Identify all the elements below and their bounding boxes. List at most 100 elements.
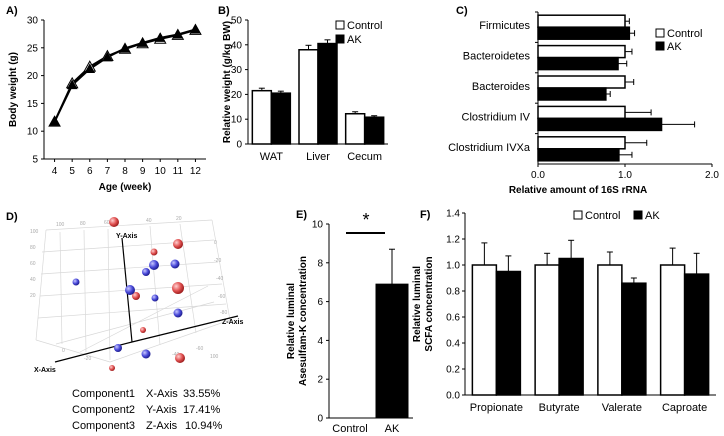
f-y-tick-label: 1.2 [446,235,460,246]
c-bar-control [537,14,626,28]
panel-d-pca-3d-plot: Y-Axis X-Axis Z-Axis 100 80 60 40 20 0 -… [30,216,244,432]
f-y-tick-label: 0.2 [446,365,460,376]
pca-point-blue [141,349,151,359]
pca-tick-label: -60 [196,346,203,352]
pca-component-1-value: 33.55% [183,388,221,400]
c-x-tick-label: 0.0 [531,170,545,181]
pca-component-2-axis: Y-Axis [146,404,177,416]
f-bar-ak [558,257,584,396]
b-y-tick-label: 10 [231,115,243,126]
f-category-label: Valerate [602,402,642,414]
b-category-label: WAT [260,151,283,163]
e-y-tick-label: 0 [317,414,323,425]
e-y-tick-label: 6 [317,297,323,308]
c-bar-ak [537,117,663,132]
f-y-tick-label: 1.4 [446,209,460,220]
a-x-tick-label: 4 [52,166,58,177]
a-point-ak [84,63,96,74]
pca-point-blue [142,268,150,276]
pca-point-red [172,282,184,294]
pca-component-3-label: Component3 [72,420,135,432]
a-point-ak [66,79,78,90]
e-bar-ak [375,283,409,419]
pca-point-blue [114,344,122,352]
c-bar-ak [537,56,619,71]
pca-point-blue [125,285,135,295]
pca-component-3-axis: Z-Axis [146,420,178,432]
pca-point-red [173,239,183,249]
f-category-label: Propionate [470,402,523,414]
a-y-tick-label: 15 [27,99,39,110]
pca-tick-label: 20 [176,216,182,222]
panel-e-acesulfame-chart: 0 2 4 6 8 10 Relative luminal Asesulfam-K conce… [286,210,413,435]
pca-point-red [109,217,119,227]
b-bar-ak [363,116,385,145]
b-y-tick-label: 30 [231,65,243,76]
f-y-tick-label: 0.6 [446,313,460,324]
e-y-axis-title-line-2: Asesulfam-K concentration [298,256,309,386]
f-bar-ak [495,270,522,396]
legend-label: AK [667,41,682,53]
e-category-label: Control [332,423,367,435]
pca-tick-label: 60 [30,261,36,267]
panel-label-f: F) [420,209,431,221]
pca-point-red [109,365,115,371]
pca-point-red [150,248,158,256]
legend-label: AK [645,210,660,222]
a-point-ak [154,32,166,42]
a-x-axis-title: Age (week) [99,182,152,193]
a-point-ak [137,37,148,47]
pca-tick-label: 80 [30,245,36,251]
b-y-tick-label: 0 [236,140,242,151]
legend-swatch [335,20,345,30]
e-category-label: AK [385,423,400,435]
pca-points [72,217,185,371]
f-bar-control [534,264,560,396]
pca-tick-labels: 100 80 60 40 20 0 -20 -40 -60 -80 100 80… [30,216,227,362]
c-category-label: Bacteroides [472,81,531,93]
legend-label: Control [347,20,382,32]
a-point-ak [102,51,113,62]
a-x-tick-label: 6 [87,166,93,177]
c-category-label: Clostridium IV [462,111,531,123]
panel-label-a: A) [6,5,18,17]
e-y-tick-label: 8 [317,258,323,269]
e-significance-star: * [362,210,369,230]
a-y-tick-label: 5 [32,155,38,166]
pca-tick-label: 0 [62,348,65,354]
e-y-tick-label: 10 [312,220,324,231]
c-x-tick-label: 1.0 [618,170,632,181]
f-y-axis-title-line-1: Relative luminal [412,266,423,342]
panel-label-b: B) [218,5,230,17]
panel-label-e: E) [296,209,307,221]
pca-components: Component1 X-Axis 33.55% Component2 Y-Ax… [72,388,223,432]
a-y-axis-title: Body weight (g) [8,52,19,127]
b-bar-control [298,49,319,145]
pca-z-axis-label: Z-Axis [222,319,244,326]
pca-tick-label: 100 [30,229,39,235]
pca-tick-label: -60 [218,294,225,300]
panel-label-d: D) [6,211,18,223]
c-category-label: Firmicutes [479,20,530,32]
a-x-tick-label: 5 [69,166,75,177]
pca-tick-label: 100 [210,354,219,360]
b-y-tick-label: 20 [231,90,243,101]
pca-component-1-label: Component1 [72,388,135,400]
f-category-label: Caproate [662,402,707,414]
pca-tick-label: -20 [214,258,221,264]
a-y-tick-label: 20 [27,71,39,82]
a-x-tick-label: 8 [122,166,128,177]
pca-point-blue [149,260,159,270]
pca-tick-label: -40 [216,276,223,282]
pca-point-red [132,292,140,300]
pca-tick-label: 80 [80,221,86,227]
c-bar-control [537,44,626,59]
legend-swatch [633,210,643,220]
b-bar-control [251,89,273,145]
legend-label: Control [585,210,620,222]
c-bar-control [537,136,626,150]
b-category-label: Cecum [347,151,382,163]
pca-component-1-axis: X-Axis [146,388,178,400]
c-bar-ak [537,148,620,162]
